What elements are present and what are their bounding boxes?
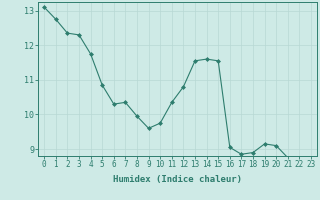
X-axis label: Humidex (Indice chaleur): Humidex (Indice chaleur) — [113, 175, 242, 184]
